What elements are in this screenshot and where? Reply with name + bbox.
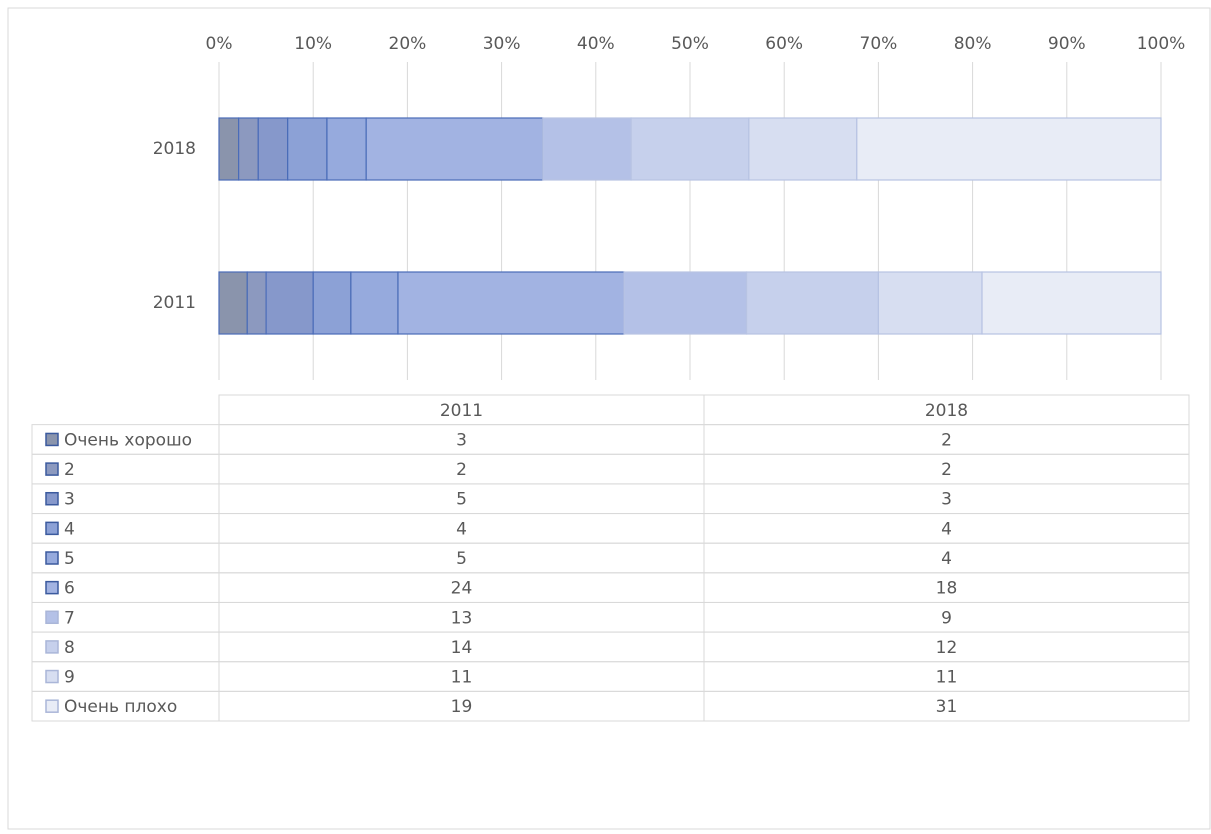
- x-tick-label: 70%: [860, 34, 898, 54]
- bar-segment: [856, 117, 1162, 181]
- x-tick-label: 0%: [206, 34, 233, 54]
- table-value: 3: [456, 430, 467, 450]
- x-tick-label: 90%: [1048, 34, 1086, 54]
- legend-key: [45, 432, 59, 447]
- table-value: 31: [936, 697, 958, 717]
- x-tick-label: 30%: [483, 34, 521, 54]
- table-header: 2011: [440, 401, 483, 421]
- bar-segment: [630, 117, 750, 181]
- table-value: 4: [941, 549, 952, 569]
- legend-key: [45, 669, 59, 684]
- x-tick-label: 80%: [954, 34, 992, 54]
- table-value: 24: [451, 579, 473, 599]
- bar-segment: [350, 271, 399, 335]
- table-value: 3: [941, 490, 952, 510]
- legend-label: Очень плохо: [64, 697, 177, 717]
- y-tick-label: 2011: [153, 293, 196, 313]
- bar-segment: [287, 117, 328, 181]
- table-value: 4: [941, 519, 952, 539]
- x-tick-label: 50%: [671, 34, 709, 54]
- table-value: 2: [456, 460, 467, 480]
- legend-key: [45, 580, 59, 595]
- bar-segment: [397, 271, 625, 335]
- table-value: 4: [456, 519, 467, 539]
- table-value: 2: [941, 460, 952, 480]
- y-tick-label: 2018: [153, 139, 196, 159]
- table-value: 12: [936, 638, 958, 658]
- table-value: 11: [936, 668, 958, 688]
- legend-key: [45, 610, 59, 625]
- legend-label: 8: [64, 638, 75, 658]
- legend-label: 3: [64, 490, 75, 510]
- table-value: 5: [456, 490, 467, 510]
- bar-segment: [623, 271, 748, 335]
- legend-key: [45, 699, 59, 713]
- legend-label: 2: [64, 460, 75, 480]
- bar-segment: [312, 271, 352, 335]
- legend-key: [45, 551, 59, 565]
- x-tick-label: 100%: [1137, 34, 1186, 54]
- bar-segment: [365, 117, 544, 181]
- table-value: 9: [941, 608, 952, 628]
- bar-segment: [246, 271, 267, 335]
- bar-segment: [238, 117, 259, 181]
- bar-segment: [326, 117, 367, 181]
- bar-segment: [218, 271, 248, 335]
- legend-key: [45, 521, 59, 536]
- bar-segment: [745, 271, 880, 335]
- table-value: 11: [451, 668, 473, 688]
- table-value: 13: [451, 608, 473, 628]
- bar-segment: [542, 117, 632, 181]
- x-tick-label: 20%: [389, 34, 427, 54]
- legend-key: [45, 640, 59, 654]
- table-value: 2: [941, 430, 952, 450]
- legend-label: 5: [64, 549, 75, 569]
- bar-segment: [257, 117, 289, 181]
- table-row: [31, 690, 1190, 722]
- table-value: 5: [456, 549, 467, 569]
- table-value: 19: [451, 697, 473, 717]
- bar-segment: [981, 271, 1162, 335]
- legend-key: [45, 491, 59, 506]
- table-value: 14: [451, 638, 473, 658]
- legend-key: [45, 462, 59, 476]
- table-header: 2018: [925, 401, 968, 421]
- bar-segment: [748, 117, 858, 181]
- legend-label: 4: [64, 519, 75, 539]
- bar-segment: [877, 271, 983, 335]
- x-tick-label: 60%: [765, 34, 803, 54]
- x-tick-label: 10%: [294, 34, 332, 54]
- bar-segment: [265, 271, 314, 335]
- x-tick-label: 40%: [577, 34, 615, 54]
- legend-label: 6: [64, 579, 75, 599]
- legend-label: 9: [64, 668, 75, 688]
- bar-segment: [218, 117, 240, 181]
- legend-label: Очень хорошо: [64, 430, 192, 450]
- legend-label: 7: [64, 608, 75, 628]
- table-value: 18: [936, 579, 958, 599]
